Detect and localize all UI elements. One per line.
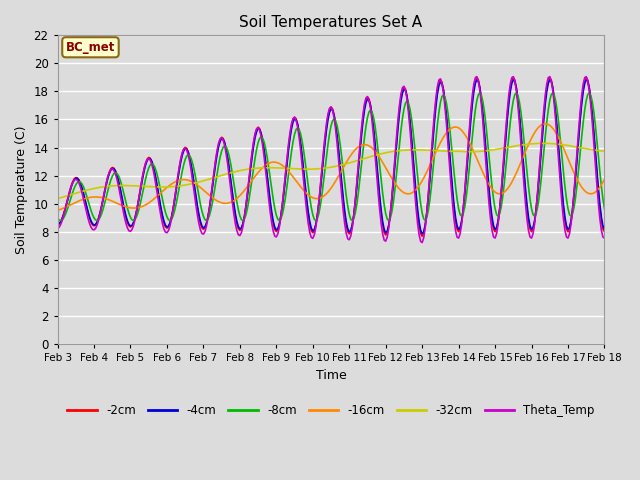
Legend: -2cm, -4cm, -8cm, -16cm, -32cm, Theta_Temp: -2cm, -4cm, -8cm, -16cm, -32cm, Theta_Te…	[63, 399, 600, 421]
Y-axis label: Soil Temperature (C): Soil Temperature (C)	[15, 125, 28, 254]
Title: Soil Temperatures Set A: Soil Temperatures Set A	[239, 15, 422, 30]
X-axis label: Time: Time	[316, 369, 346, 382]
Text: BC_met: BC_met	[66, 41, 115, 54]
